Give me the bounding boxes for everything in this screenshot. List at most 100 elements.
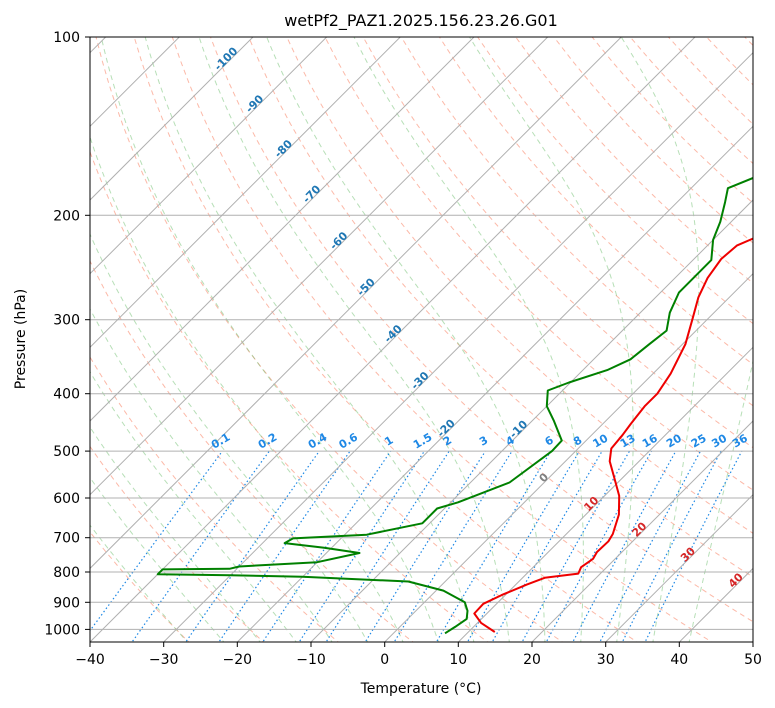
- y-tick-label: 200: [53, 208, 80, 224]
- dry-adiabat: [515, 37, 753, 284]
- isotherm-line: [90, 37, 402, 349]
- x-tick-label: −40: [75, 652, 105, 668]
- isotherm-line: [752, 641, 753, 642]
- y-tick-label: 900: [53, 595, 80, 611]
- isotherm-line: [90, 37, 181, 128]
- moist-adiabat: [90, 232, 369, 642]
- isotherm-label: -60: [327, 229, 350, 252]
- moist-adiabat: [90, 476, 225, 642]
- mixing-ratio-line: [262, 450, 392, 642]
- isotherm-line: [457, 346, 753, 642]
- y-tick-label: 400: [53, 387, 80, 403]
- dry-adiabat: [324, 37, 753, 491]
- y-tick-label: 100: [53, 30, 80, 46]
- profile-line: [156, 176, 753, 635]
- dry-adiabat: [553, 37, 753, 244]
- y-tick-label: 800: [53, 565, 80, 581]
- axes: −40 −30 −20 −10 0 10 20 30 40 5010020030040050060…: [44, 30, 762, 668]
- isotherm-label: 40: [726, 570, 746, 590]
- mixing-ratio-line: [621, 450, 722, 642]
- moist-adiabat: [90, 135, 404, 642]
- x-tick-label: 30: [597, 652, 615, 668]
- dry-adiabat: [171, 37, 713, 642]
- x-axis-title: Temperature (°C): [360, 681, 482, 697]
- isotherm-line: [236, 125, 753, 642]
- isotherm-label: -50: [355, 275, 378, 298]
- dry-adiabat: [400, 37, 753, 407]
- moist-adiabat: [688, 358, 753, 642]
- isotherm-line: [90, 37, 475, 422]
- dry-adiabat: [744, 37, 753, 47]
- isotherm-label: -90: [243, 92, 266, 115]
- mixing-ratio-line: [185, 450, 320, 642]
- y-axis-title: Pressure (hPa): [13, 289, 29, 389]
- moist-adiabat: [90, 426, 261, 642]
- mixing-ratio-line: [298, 450, 425, 642]
- isotherm-line: [310, 199, 753, 642]
- moist-adiabat: [90, 370, 297, 642]
- mixing-ratio-line: [572, 450, 677, 642]
- mixing-ratio-label: 3: [477, 434, 490, 449]
- dry-adiabat: [362, 37, 753, 449]
- isotherm-label: -80: [272, 137, 295, 160]
- isotherm-label: -100: [212, 44, 241, 73]
- moist-adiabat: [469, 37, 634, 642]
- y-tick-label: 1000: [44, 622, 80, 638]
- profile-curves: [156, 176, 753, 635]
- mixing-ratio-line: [599, 450, 702, 642]
- dry-adiabat: [95, 37, 564, 642]
- mixing-ratio-line: [466, 450, 580, 642]
- isotherm-label: -30: [408, 369, 431, 392]
- mixing-ratio-label: 6: [543, 433, 556, 448]
- mixing-ratio-line: [131, 450, 270, 642]
- isotherm-label: 20: [629, 519, 649, 539]
- moist-adiabat: [620, 37, 700, 642]
- mixing-ratio-line: [393, 450, 513, 642]
- background-lines: [0, 10, 753, 654]
- mixing-ratio-label: 10: [590, 431, 610, 450]
- isotherm-line: [90, 37, 328, 275]
- isotherm-line: [0, 10, 59, 654]
- x-tick-label: 0: [380, 652, 389, 668]
- y-tick-label: 300: [53, 313, 80, 329]
- moist-adiabat: [90, 308, 333, 642]
- isotherm-label: -20: [435, 416, 458, 439]
- mixing-ratio-line: [644, 450, 743, 642]
- isotherm-line: [90, 37, 623, 570]
- isotherm-label: -40: [382, 322, 405, 345]
- mixing-ratio-label: 13: [618, 432, 638, 451]
- isotherm-label: -70: [300, 182, 323, 205]
- isotherm-line: [383, 272, 753, 642]
- isotherm-line: [162, 51, 753, 642]
- x-tick-label: −20: [223, 652, 253, 668]
- isotherm-label: 10: [581, 494, 601, 514]
- x-tick-label: 10: [449, 652, 467, 668]
- y-tick-label: 700: [53, 531, 80, 547]
- plot-frame: [89, 36, 754, 643]
- mixing-ratio-label: 36: [730, 431, 750, 450]
- mixing-ratio-label: 20: [664, 431, 684, 450]
- mixing-ratio-label: 25: [689, 432, 709, 451]
- dry-adiabat: [477, 37, 753, 325]
- dry-adiabat: [90, 150, 489, 642]
- dry-adiabat: [438, 37, 753, 366]
- isotherm-line: [531, 420, 753, 642]
- mixing-ratio-line: [90, 450, 223, 632]
- x-tick-label: 40: [670, 652, 688, 668]
- moist-adiabat: [266, 37, 546, 642]
- mixing-ratio-label: 8: [571, 434, 584, 449]
- mixing-ratio-line: [325, 450, 450, 642]
- x-tick-label: −30: [149, 652, 179, 668]
- isotherm-line: [90, 37, 549, 496]
- isotherm-line: [90, 37, 254, 201]
- x-tick-label: −10: [296, 652, 326, 668]
- x-tick-label: 20: [523, 652, 541, 668]
- y-tick-label: 500: [53, 444, 80, 460]
- mixing-ratio-label: 1: [382, 434, 395, 449]
- chart-title: wetPf2_PAZ1.2025.156.23.26.G01: [284, 11, 558, 31]
- isotherm-line: [604, 493, 753, 642]
- dry-adiabat: [90, 445, 265, 642]
- mixing-ratio-line: [218, 450, 351, 642]
- profile-line: [473, 237, 753, 633]
